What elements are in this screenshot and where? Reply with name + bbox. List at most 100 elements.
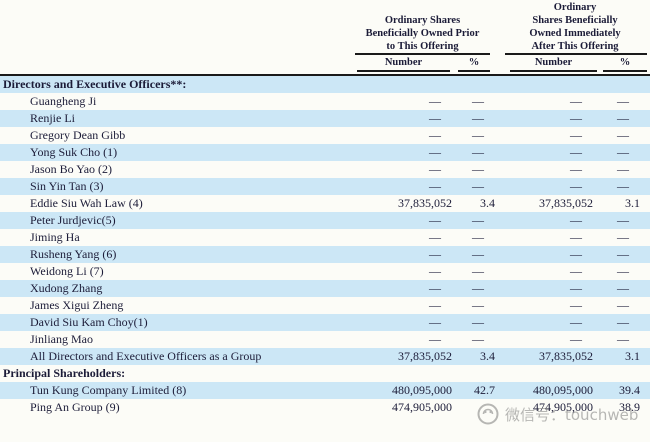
row-label: Tun Kung Company Limited (8) — [30, 383, 187, 397]
table-row: David Siu Kam Choy(1) — — — — — [0, 314, 650, 331]
value-cell — [452, 365, 495, 382]
value-cell — [352, 365, 452, 382]
value-cell: — — [472, 94, 484, 108]
column-header-percent-after: % — [619, 57, 631, 68]
value-cell: — — [472, 315, 484, 329]
value-cell: — — [617, 230, 629, 244]
table-row: Renjie Li — — — — — [0, 110, 650, 127]
value-cell — [593, 76, 640, 93]
value-cell: — — [617, 315, 629, 329]
value-cell: — — [570, 230, 582, 244]
column-group-header-line: Owned Immediately — [529, 28, 621, 39]
value-cell — [452, 399, 495, 416]
value-cell: 3.1 — [625, 349, 640, 363]
value-cell: — — [429, 111, 441, 125]
row-label: James Xigui Zheng — [30, 298, 124, 312]
table-row: James Xigui Zheng — — — — — [0, 297, 650, 314]
value-cell: — — [429, 247, 441, 261]
subcolumn-underline — [510, 70, 597, 72]
value-cell: — — [472, 213, 484, 227]
value-cell: — — [570, 128, 582, 142]
value-cell: 37,835,052 — [539, 196, 593, 210]
value-cell: — — [472, 128, 484, 142]
column-header-number-prior: Number — [384, 57, 423, 68]
row-label: Eddie Siu Wah Law (4) — [30, 196, 143, 210]
table-row: Tun Kung Company Limited (8) 480,095,000 4… — [0, 382, 650, 399]
column-group-header-line: Beneficially Owned Prior — [365, 28, 480, 39]
column-group-header-line: to This Offering — [386, 41, 459, 52]
value-cell: — — [429, 145, 441, 159]
value-cell: — — [429, 128, 441, 142]
row-label: Yong Suk Cho (1) — [30, 145, 118, 159]
value-cell: — — [429, 281, 441, 295]
value-cell: — — [429, 179, 441, 193]
column-group-header-line: Ordinary — [553, 2, 597, 13]
table-row: Rusheng Yang (6) — — — — — [0, 246, 650, 263]
row-label: David Siu Kam Choy(1) — [30, 315, 148, 329]
row-label: All Directors and Executive Officers as … — [30, 349, 262, 363]
value-cell — [495, 365, 593, 382]
value-cell: — — [617, 145, 629, 159]
table-row: Gregory Dean Gibb — — — — — [0, 127, 650, 144]
value-cell: — — [472, 162, 484, 176]
value-cell: — — [617, 213, 629, 227]
value-cell: — — [429, 230, 441, 244]
table-body: Directors and Executive Officers**: Guang… — [0, 76, 650, 416]
row-label: Weidong Li (7) — [30, 264, 104, 278]
table-row: Yong Suk Cho (1) — — — — — [0, 144, 650, 161]
value-cell — [495, 76, 593, 93]
table-row: Weidong Li (7) — — — — — [0, 263, 650, 280]
value-cell: — — [429, 162, 441, 176]
table-row: Eddie Siu Wah Law (4) 37,835,052 3.4 37,835… — [0, 195, 650, 212]
value-cell: — — [429, 332, 441, 346]
table-row: Guangheng Ji — — — — — [0, 93, 650, 110]
table-row: Sin Yin Tan (3) — — — — — [0, 178, 650, 195]
value-cell: 474,905,000 — [533, 400, 593, 414]
value-cell: — — [617, 111, 629, 125]
row-label: Xudong Zhang — [30, 281, 103, 295]
value-cell: — — [617, 128, 629, 142]
value-cell: — — [617, 281, 629, 295]
value-cell: — — [472, 179, 484, 193]
row-label: Peter Jurdjevic(5) — [30, 213, 116, 227]
value-cell: — — [617, 94, 629, 108]
value-cell: — — [617, 179, 629, 193]
value-cell: — — [570, 162, 582, 176]
value-cell: — — [472, 298, 484, 312]
row-label: Jiming Ha — [30, 230, 80, 244]
value-cell: — — [570, 94, 582, 108]
value-cell: — — [570, 213, 582, 227]
value-cell: — — [617, 332, 629, 346]
column-group-header-line: After This Offering — [531, 41, 619, 52]
value-cell: — — [429, 264, 441, 278]
value-cell: 474,905,000 — [392, 400, 452, 414]
row-label: Guangheng Ji — [30, 94, 97, 108]
value-cell: 480,095,000 — [392, 383, 452, 397]
table-row: Peter Jurdjevic(5) — — — — — [0, 212, 650, 229]
value-cell: 3.4 — [480, 349, 495, 363]
value-cell: — — [570, 247, 582, 261]
column-group-header-line: Shares Beneficially — [532, 15, 618, 26]
value-cell: — — [570, 264, 582, 278]
table-row: All Directors and Executive Officers as … — [0, 348, 650, 365]
value-cell: 39.4 — [619, 383, 640, 397]
value-cell: — — [472, 145, 484, 159]
value-cell — [352, 76, 452, 93]
value-cell — [452, 76, 495, 93]
value-cell: 42.7 — [474, 383, 495, 397]
column-group-after-offering: Ordinary Shares Beneficially Owned Immedia… — [503, 1, 647, 53]
row-label: Gregory Dean Gibb — [30, 128, 126, 142]
subcolumn-underline — [458, 70, 490, 72]
row-label: Sin Yin Tan (3) — [30, 179, 104, 193]
value-cell: 37,835,052 — [398, 196, 452, 210]
value-cell: — — [429, 298, 441, 312]
value-cell: 37,835,052 — [539, 349, 593, 363]
table-top-rule — [0, 74, 650, 76]
row-label: Jinliang Mao — [30, 332, 93, 346]
value-cell: 37,835,052 — [398, 349, 452, 363]
subcolumn-underline — [603, 70, 647, 72]
value-cell: — — [617, 162, 629, 176]
value-cell: — — [429, 315, 441, 329]
group-underline — [355, 53, 490, 55]
value-cell: — — [429, 213, 441, 227]
